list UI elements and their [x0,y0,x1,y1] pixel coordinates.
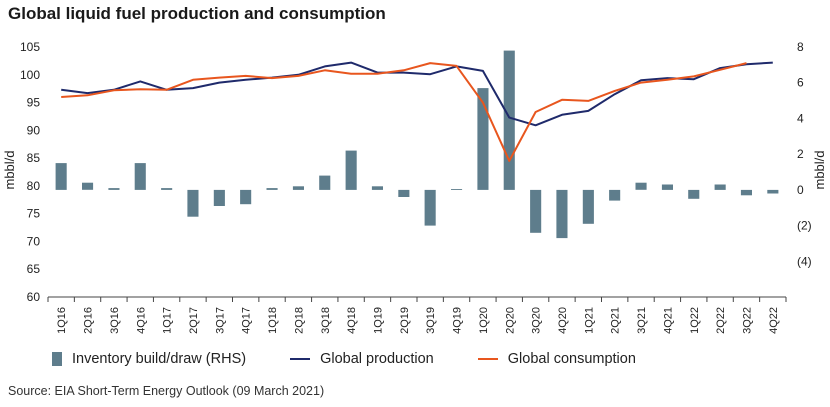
axes [47,296,787,302]
x-tick-label: 3Q16 [109,307,121,334]
x-tick-label: 3Q22 [742,307,754,334]
inventory-bar [688,189,700,199]
x-tick-label: 4Q21 [662,307,674,334]
x-tick-label: 1Q18 [267,307,279,334]
inventory-bar [55,163,67,190]
x-axis-labels: 1Q16 2Q16 3Q16 4Q16 1Q17 2Q17 3Q17 4Q17 1Q18 2Q18… [56,307,780,334]
legend-item-consumption: Global consumption [477,351,636,367]
x-tick-label: 3Q19 [425,307,437,334]
y-tick-label-left: 65 [27,262,41,276]
y-tick-label-left: 100 [20,68,40,82]
series-lines [61,61,773,162]
legend-swatch-inventory [52,352,62,366]
inventory-bars [55,50,779,239]
chart-legend: Inventory build/draw (RHS) Global produc… [52,351,680,367]
x-tick-label: 3Q21 [636,307,648,334]
inventory-bar [319,175,331,190]
x-tick-label: 2Q22 [715,307,727,334]
x-tick-label: 4Q16 [135,307,147,334]
chart-title: Global liquid fuel production and consum… [8,4,386,23]
y-tick-label-right: 8 [797,40,804,54]
inventory-bar [661,184,673,190]
x-tick-label: 3Q18 [320,307,332,334]
x-tick-label: 2Q16 [83,307,95,334]
y-tick-label-left: 90 [27,123,41,137]
x-tick-label: 1Q17 [162,307,174,334]
inventory-bar [767,189,779,194]
x-tick-label: 2Q21 [610,307,622,334]
legend-item-production: Global production [290,351,434,367]
legend-swatch-production [290,358,311,360]
y-tick-label-right: 2 [797,147,804,161]
y-tick-label-right: 4 [797,111,804,125]
x-tick-label: 1Q22 [689,307,701,334]
consumption-line [61,62,747,162]
y-tick-label-right: 0 [797,183,804,197]
y-tick-label-left: 75 [27,207,41,221]
y-axis-title-left: mbbl/d [2,150,17,189]
inventory-bar [213,189,225,206]
y-tick-label-left: 95 [27,96,41,110]
inventory-bar [477,88,489,190]
production-line [61,61,773,127]
inventory-bar [582,189,594,224]
x-tick-label: 4Q22 [768,307,780,334]
inventory-bar [134,163,146,190]
inventory-bar [740,189,752,196]
legend-label-consumption: Global consumption [507,351,636,367]
x-tick-label: 2Q18 [293,307,305,334]
legend-label-inventory: Inventory build/draw (RHS) [72,351,247,367]
x-tick-label: 3Q20 [531,307,543,334]
inventory-bar [503,50,515,190]
x-tick-label: 1Q20 [478,307,490,334]
x-tick-label: 2Q17 [188,307,200,334]
y-axis-title-right: mbbl/d [812,150,827,189]
legend-swatch-consumption [477,358,498,360]
y-axis-labels: 60 65 70 75 80 85 90 95 100 105 8 6 4 2 0 (2) (4) [20,40,812,304]
x-tick-label: 1Q21 [583,307,595,334]
y-tick-label-left: 60 [27,290,41,304]
chart-canvas: 60 65 70 75 80 85 90 95 100 105 8 6 4 2 0 (2) (4) 1Q16 2Q… [2,40,827,334]
y-tick-label-left: 105 [20,40,40,54]
y-tick-label-left: 70 [27,234,41,248]
x-tick-label: 1Q19 [373,307,385,334]
x-tick-label: 4Q20 [557,307,569,334]
source-note: Source: EIA Short-Term Energy Outlook (0… [8,384,325,398]
y-tick-label-right: (4) [797,254,812,268]
inventory-bar [714,184,726,190]
inventory-bar [345,150,357,190]
inventory-bar [266,188,278,190]
inventory-bar [371,186,383,190]
y-tick-label-left: 80 [27,179,41,193]
y-tick-label-left: 85 [27,151,41,165]
inventory-bar [635,182,647,190]
legend-label-production: Global production [320,351,434,367]
legend-item-inventory: Inventory build/draw (RHS) [52,351,246,367]
x-tick-label: 4Q19 [452,307,464,334]
x-tick-label: 2Q20 [504,307,516,334]
inventory-bar [556,189,568,239]
inventory-bar [240,189,252,205]
x-tick-label: 4Q18 [346,307,358,334]
x-tick-label: 2Q19 [399,307,411,334]
x-tick-label: 4Q17 [241,307,253,334]
inventory-bar [108,188,120,190]
inventory-bar [398,189,410,197]
inventory-bar [424,189,436,226]
y-tick-label-right: 6 [797,76,804,90]
inventory-bar [82,182,94,190]
x-tick-label: 3Q17 [214,307,226,334]
inventory-bar [609,189,621,201]
inventory-bar [451,189,463,190]
inventory-bar [161,188,173,190]
inventory-bar [292,186,304,190]
y-tick-label-right: (2) [797,219,812,233]
x-tick-label: 1Q16 [56,307,68,334]
inventory-bar [530,189,542,233]
inventory-bar [187,189,199,217]
